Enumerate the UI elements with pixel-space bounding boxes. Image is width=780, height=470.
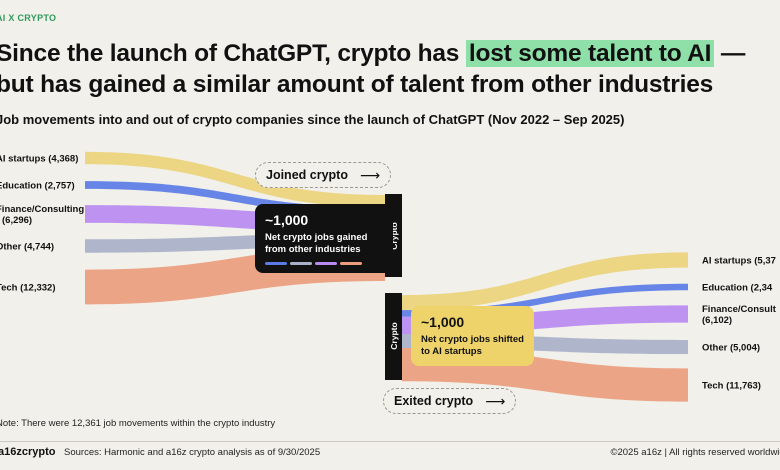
crypto-node-out bbox=[385, 293, 402, 380]
shifted-callout: ~1,000 Net crypto jobs shifted to AI sta… bbox=[411, 306, 534, 366]
outflow-label-finance-consulting: Finance/Consult (6,102) bbox=[702, 304, 777, 326]
copyright-text: ©2025 a16z | All rights reserved worldwi… bbox=[610, 447, 780, 458]
right-arrow-icon: ⟶ bbox=[485, 392, 506, 409]
shifted-callout-text: Net crypto jobs shifted to AI startups bbox=[421, 334, 524, 357]
swatch-other bbox=[290, 262, 312, 265]
outflow-label-ai-startups: AI startups (5,37 bbox=[702, 256, 776, 267]
chart-subtitle: Job movements into and out of crypto com… bbox=[0, 112, 625, 127]
joined-crypto-label: Joined crypto bbox=[266, 168, 348, 182]
gained-callout: ~1,000 Net crypto jobs gained from other… bbox=[255, 204, 393, 273]
inflow-label-other: Other (4,744) bbox=[0, 242, 54, 253]
eyebrow-label: AI X CRYPTO bbox=[0, 13, 57, 23]
crypto-node-label: Crypto bbox=[389, 322, 399, 349]
outflow-label-tech: Tech (11,763) bbox=[702, 381, 761, 392]
swatch-education bbox=[265, 262, 287, 265]
footer-divider bbox=[0, 441, 780, 442]
sources-text: Sources: Harmonic and a16z crypto analys… bbox=[64, 447, 321, 458]
shifted-callout-value: ~1,000 bbox=[421, 314, 465, 330]
inflow-label-ai-startups: AI startups (4,368) bbox=[0, 154, 78, 165]
headline-part2: — but has gained a similar amount of tal… bbox=[0, 40, 746, 98]
outflow-band-ai-startups bbox=[402, 252, 688, 311]
swatch-tech bbox=[340, 262, 362, 265]
inflow-label-finance-consulting: Finance/Consulting (6,296) bbox=[0, 204, 84, 226]
brand-logo: a16zcrypto bbox=[0, 446, 56, 458]
outflow-label-other: Other (5,004) bbox=[702, 343, 760, 354]
inflow-label-education: Education (2,757) bbox=[0, 181, 75, 192]
gained-callout-text: Net crypto jobs gained from other indust… bbox=[265, 232, 368, 255]
joined-crypto-pill: Joined crypto ⟶ bbox=[255, 162, 392, 188]
gained-callout-value: ~1,000 bbox=[265, 212, 309, 228]
headline-part1: Since the launch of ChatGPT, crypto has bbox=[0, 40, 466, 67]
headline-highlight: lost some talent to AI bbox=[465, 40, 715, 67]
exited-crypto-pill: Exited crypto ⟶ bbox=[383, 388, 517, 414]
headline: Since the launch of ChatGPT, crypto has … bbox=[0, 38, 780, 100]
color-swatches bbox=[265, 262, 383, 265]
right-arrow-icon: ⟶ bbox=[359, 166, 381, 183]
inflow-label-tech: Tech (12,332) bbox=[0, 283, 56, 294]
swatch-finance bbox=[315, 262, 337, 265]
footnote: Note: There were 12,361 job movements wi… bbox=[0, 418, 276, 429]
exited-crypto-label: Exited crypto bbox=[394, 394, 474, 408]
inflow-band-ai-startups bbox=[85, 151, 385, 208]
outflow-label-education: Education (2,34 bbox=[702, 283, 773, 294]
crypto-node-label: Crypto bbox=[389, 222, 399, 249]
